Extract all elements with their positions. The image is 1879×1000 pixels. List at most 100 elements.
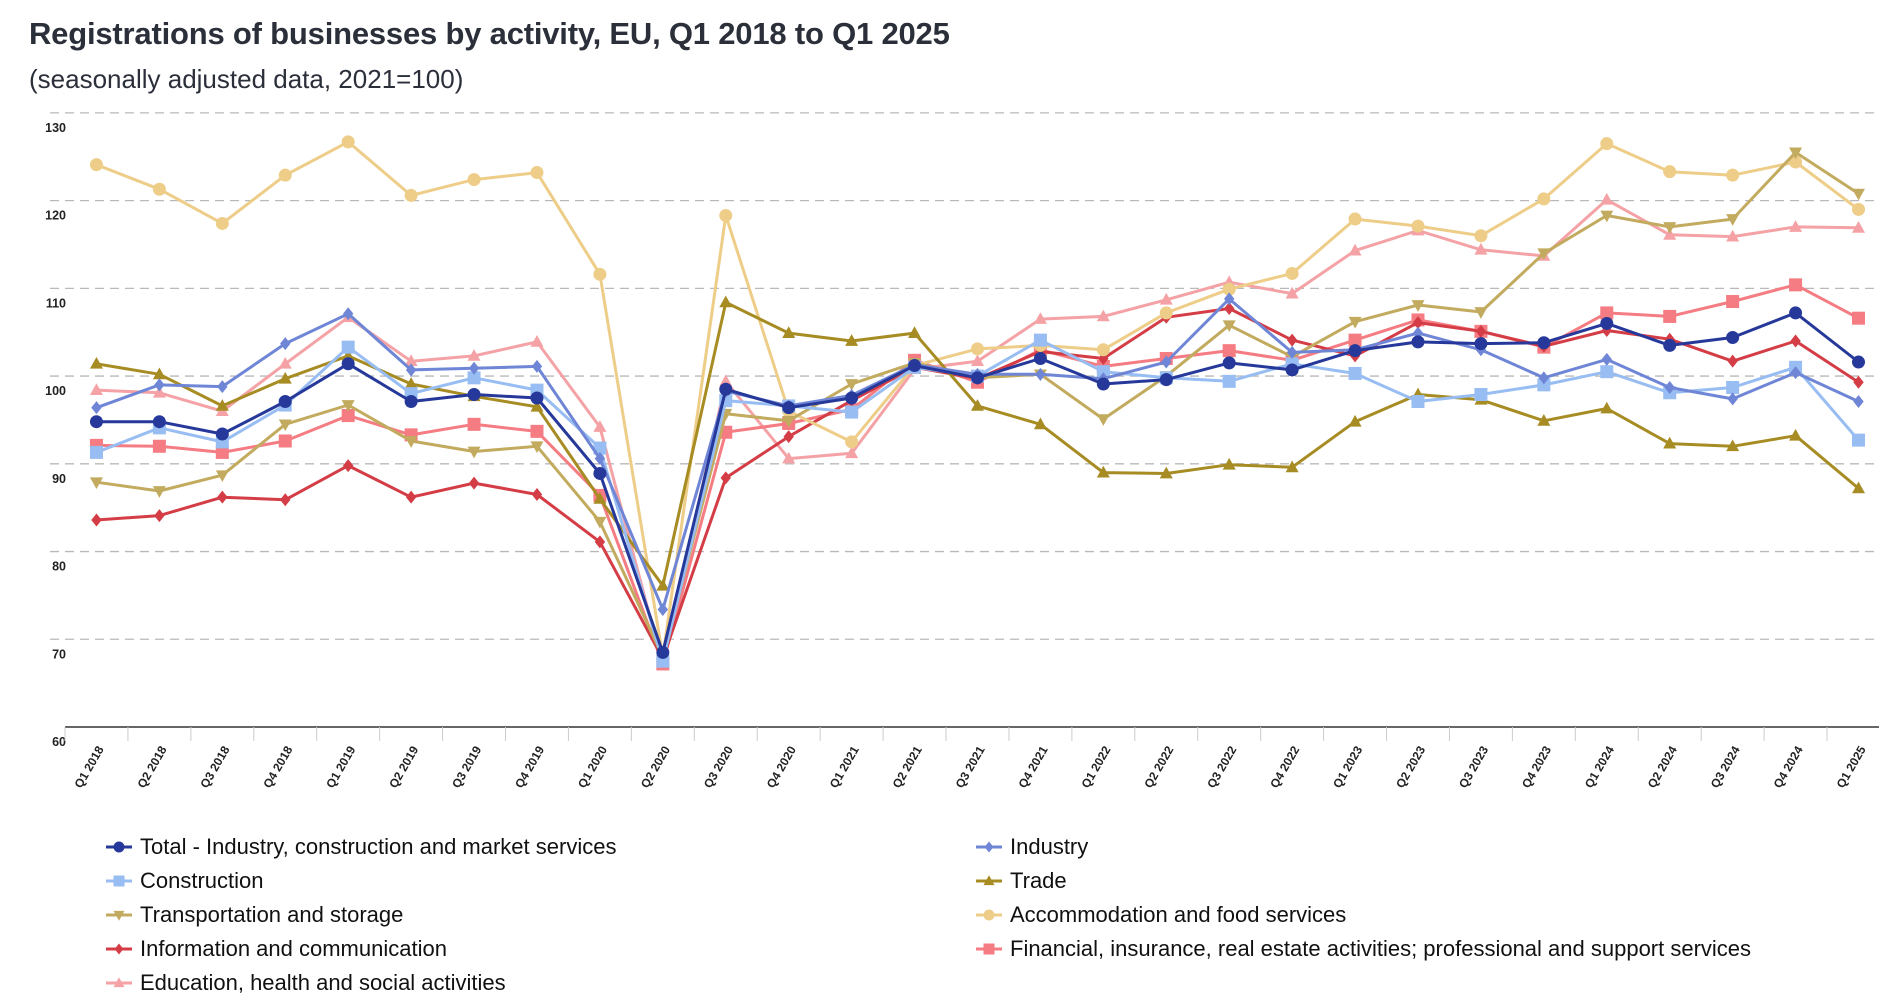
data-point[interactable] — [845, 405, 859, 419]
data-point[interactable] — [1663, 222, 1677, 234]
data-point[interactable] — [782, 326, 796, 338]
data-point[interactable] — [1537, 378, 1551, 392]
data-point[interactable] — [89, 445, 103, 459]
data-point[interactable] — [782, 401, 796, 415]
data-point[interactable] — [1033, 312, 1047, 324]
data-point[interactable] — [845, 334, 859, 346]
data-point[interactable] — [970, 371, 984, 385]
data-point[interactable] — [1789, 306, 1803, 320]
data-point[interactable] — [719, 374, 733, 387]
data-point[interactable] — [1601, 352, 1612, 366]
legend-item-industry[interactable]: Industry — [974, 832, 1088, 862]
data-point[interactable] — [152, 367, 166, 380]
data-point[interactable] — [341, 340, 355, 354]
data-point[interactable] — [1096, 377, 1110, 391]
data-point[interactable] — [1159, 306, 1173, 320]
data-point[interactable] — [1224, 292, 1235, 306]
data-point[interactable] — [1726, 330, 1740, 344]
data-point[interactable] — [280, 337, 291, 351]
data-point[interactable] — [1285, 266, 1299, 280]
data-point[interactable] — [1853, 375, 1864, 389]
data-point[interactable] — [719, 295, 733, 308]
data-point[interactable] — [1033, 352, 1047, 366]
data-point[interactable] — [1285, 363, 1299, 377]
data-point[interactable] — [278, 419, 292, 432]
legend-item-financial[interactable]: Financial, insurance, real estate activi… — [974, 934, 1751, 964]
data-point[interactable] — [1600, 306, 1614, 320]
data-point[interactable] — [1600, 192, 1614, 205]
data-point[interactable] — [1852, 355, 1866, 369]
legend-item-information[interactable]: Information and communication — [104, 934, 447, 964]
legend-marker[interactable] — [113, 910, 125, 921]
legend-marker[interactable] — [113, 977, 125, 988]
data-point[interactable] — [278, 395, 292, 409]
data-point[interactable] — [1727, 392, 1738, 406]
data-point[interactable] — [1789, 278, 1803, 292]
data-point[interactable] — [530, 399, 544, 412]
data-point[interactable] — [1537, 248, 1551, 261]
data-point[interactable] — [152, 385, 166, 398]
data-point[interactable] — [1726, 295, 1740, 309]
legend-item-trade[interactable]: Trade — [974, 866, 1067, 896]
data-point[interactable] — [656, 645, 670, 659]
data-point[interactable] — [1790, 366, 1801, 380]
data-point[interactable] — [1600, 210, 1614, 223]
data-point[interactable] — [1600, 401, 1614, 414]
data-point[interactable] — [341, 135, 355, 149]
data-point[interactable] — [278, 434, 292, 448]
data-point[interactable] — [1096, 414, 1110, 426]
data-point[interactable] — [154, 509, 165, 523]
data-point[interactable] — [91, 513, 102, 527]
series-line[interactable] — [96, 198, 1859, 668]
data-point[interactable] — [719, 209, 733, 223]
data-point[interactable] — [467, 349, 481, 361]
data-point[interactable] — [341, 357, 355, 371]
data-point[interactable] — [530, 391, 544, 405]
data-point[interactable] — [1285, 286, 1299, 299]
data-point[interactable] — [656, 578, 670, 591]
data-point[interactable] — [657, 602, 669, 616]
data-point[interactable] — [1663, 228, 1677, 240]
data-point[interactable] — [531, 488, 543, 502]
data-point[interactable] — [404, 354, 418, 367]
data-point[interactable] — [341, 349, 355, 361]
data-point[interactable] — [1348, 344, 1362, 358]
data-point[interactable] — [1348, 366, 1362, 380]
data-point[interactable] — [1348, 414, 1362, 427]
data-point[interactable] — [217, 380, 228, 394]
data-point[interactable] — [970, 342, 984, 356]
data-point[interactable] — [215, 399, 229, 411]
data-point[interactable] — [1096, 309, 1110, 322]
data-point[interactable] — [1222, 374, 1236, 388]
data-point[interactable] — [1222, 457, 1236, 470]
data-point[interactable] — [1853, 395, 1864, 409]
legend-item-accommodation[interactable]: Accommodation and food services — [974, 900, 1346, 930]
data-point[interactable] — [1537, 414, 1551, 426]
data-point[interactable] — [1790, 334, 1801, 348]
data-point[interactable] — [1538, 371, 1550, 385]
data-point[interactable] — [1663, 165, 1677, 179]
data-point[interactable] — [1411, 219, 1425, 233]
data-point[interactable] — [1411, 335, 1425, 349]
data-point[interactable] — [782, 451, 796, 464]
data-point[interactable] — [1348, 333, 1362, 347]
data-point[interactable] — [1537, 192, 1551, 206]
data-point[interactable] — [404, 188, 418, 202]
data-point[interactable] — [91, 401, 102, 415]
data-point[interactable] — [152, 486, 166, 498]
data-point[interactable] — [341, 400, 355, 412]
data-point[interactable] — [467, 371, 481, 385]
data-point[interactable] — [1159, 466, 1173, 479]
data-point[interactable] — [1852, 481, 1866, 494]
data-point[interactable] — [1726, 214, 1740, 226]
data-point[interactable] — [467, 388, 481, 402]
data-point[interactable] — [468, 476, 480, 490]
data-point[interactable] — [404, 377, 418, 389]
data-point[interactable] — [1852, 433, 1866, 447]
data-point[interactable] — [908, 326, 922, 338]
data-point[interactable] — [1852, 202, 1866, 216]
data-point[interactable] — [1600, 137, 1614, 151]
data-point[interactable] — [1663, 338, 1677, 352]
data-point[interactable] — [1852, 311, 1866, 325]
data-point[interactable] — [1348, 316, 1362, 329]
